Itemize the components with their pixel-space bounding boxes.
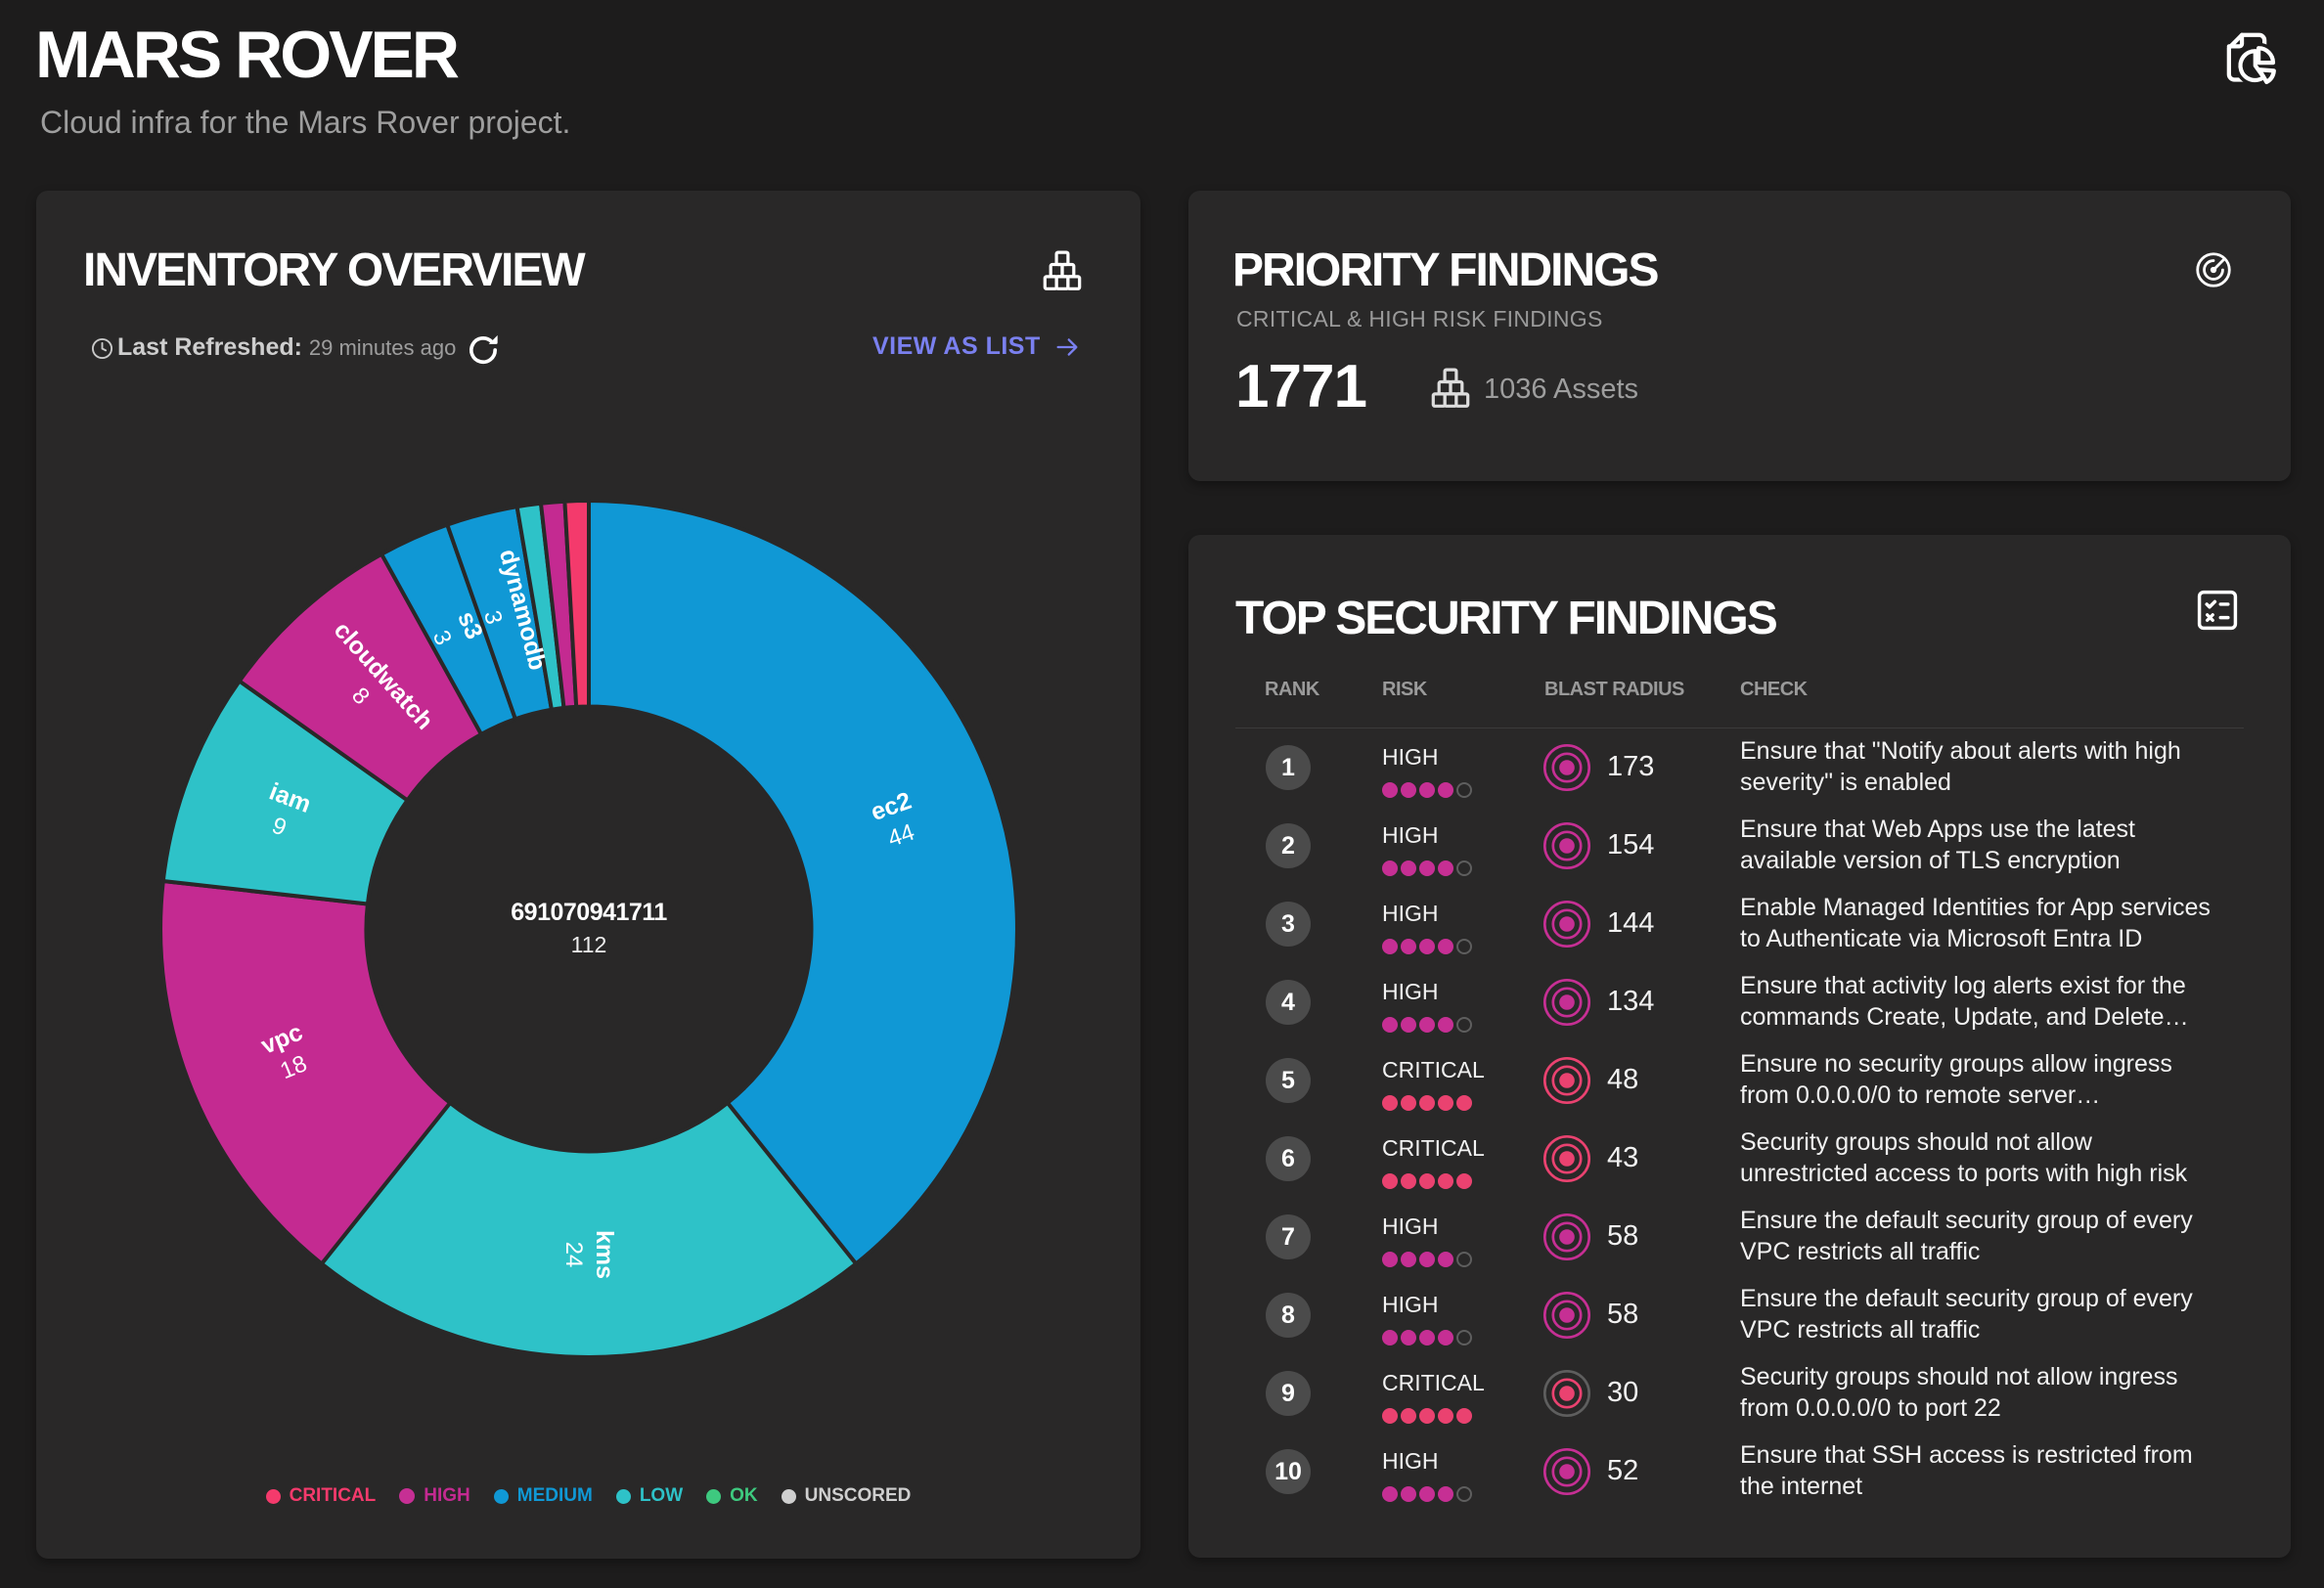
svg-text:24: 24 <box>560 1242 587 1268</box>
svg-text:3: 3 <box>478 608 507 628</box>
svg-text:kms: kms <box>591 1230 618 1279</box>
